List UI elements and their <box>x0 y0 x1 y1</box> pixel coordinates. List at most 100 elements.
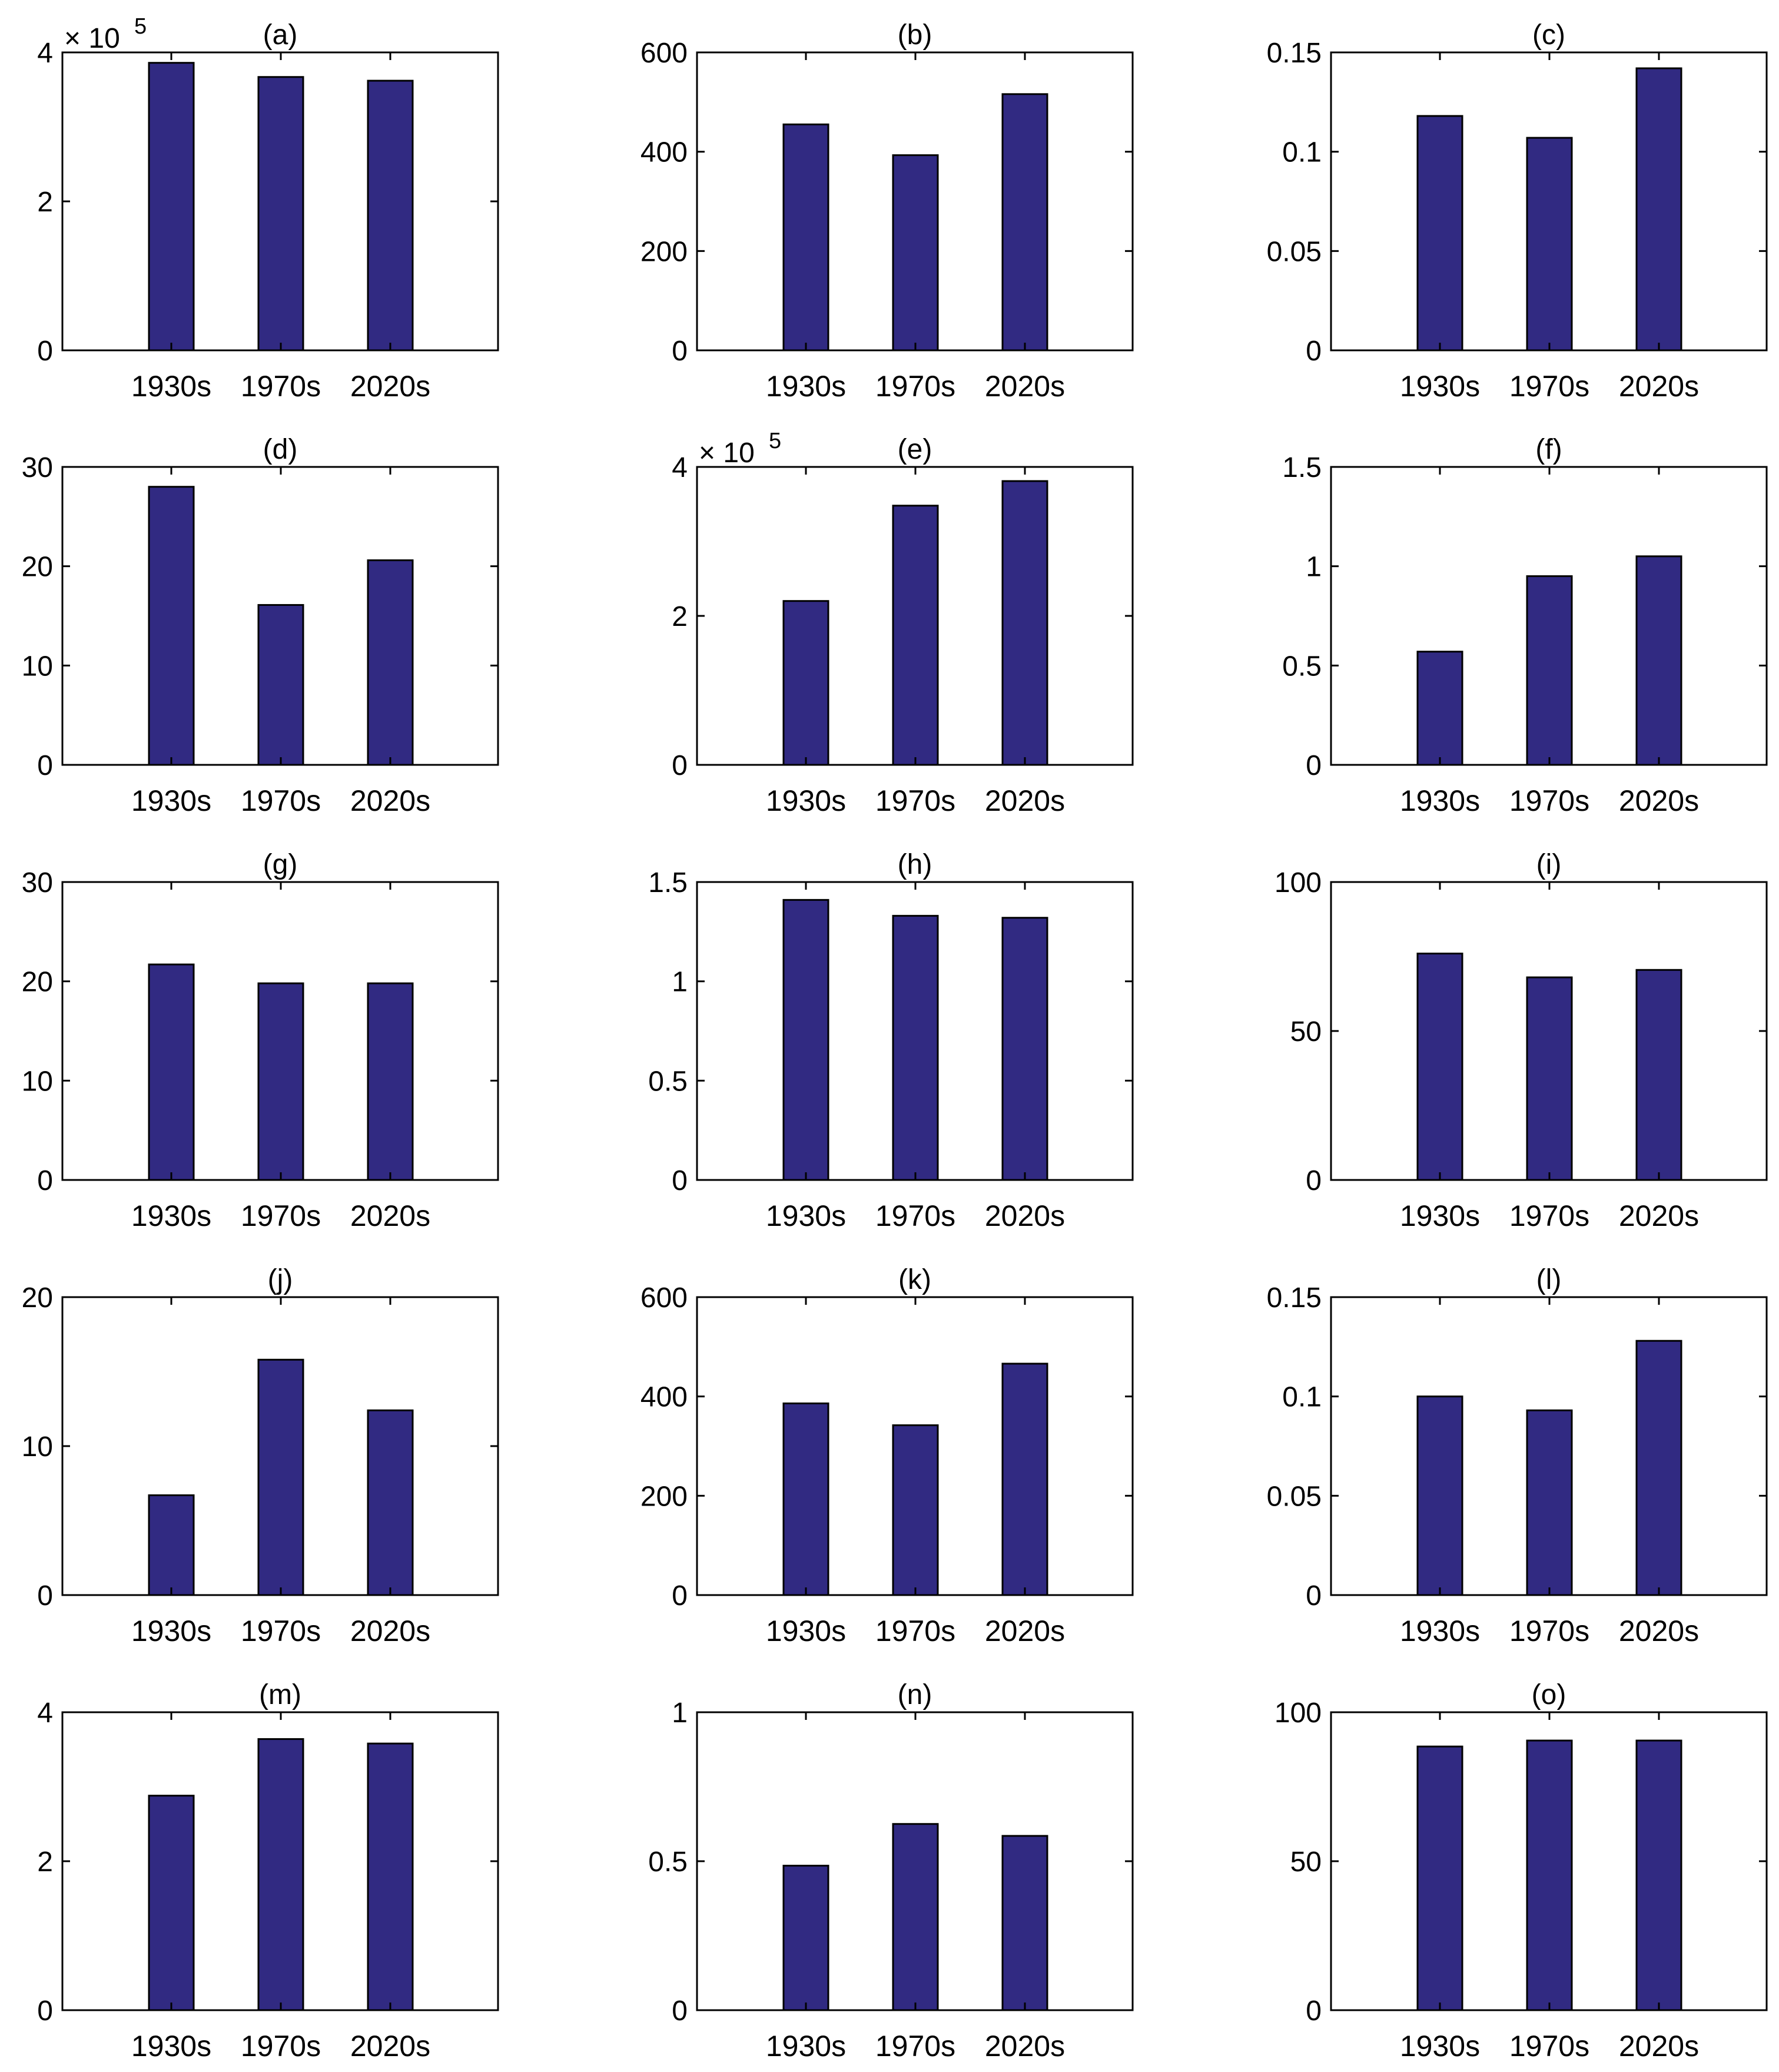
x-tick-label: 2020s <box>1619 370 1699 403</box>
bar-1930s <box>782 600 829 766</box>
bar-1970s <box>892 1823 939 2011</box>
bar-2020s <box>1001 480 1048 766</box>
bar-1970s <box>257 982 304 1181</box>
x-tick-label: 1930s <box>766 784 846 817</box>
x-tick-label: 1930s <box>131 784 211 817</box>
bar-2020s <box>1001 93 1048 352</box>
x-tick-label: 1970s <box>875 1199 955 1232</box>
y-tick-label: 0 <box>37 1995 53 2027</box>
y-tick-label: 600 <box>640 38 688 69</box>
axis-box <box>696 466 1134 766</box>
y-tick-label: 1.5 <box>1282 452 1322 483</box>
x-tick-label: 1970s <box>1509 1199 1589 1232</box>
panel-c: (c) 0 0.05 0.1 0.15 1930s 1970s 2020s <box>1267 19 1768 403</box>
x-tick-label: 1970s <box>241 370 321 403</box>
y-tick-label: 50 <box>1290 1846 1322 1878</box>
x-tick-label: 1970s <box>1509 2030 1589 2063</box>
bar-2020s <box>1001 917 1048 1181</box>
y-tick-label: 30 <box>22 867 53 899</box>
panel-title: (b) <box>898 19 932 51</box>
y-tick-label: 0 <box>1306 1995 1322 2027</box>
y-tick-label: 20 <box>22 552 53 583</box>
panel-g: (g) 0 10 20 30 1930s 1970s 2020s <box>22 849 499 1232</box>
x-tick-label: 1970s <box>1509 1614 1589 1647</box>
bar-2020s <box>1635 1340 1682 1596</box>
bar-2020s <box>1635 969 1682 1181</box>
y-tick-label: 20 <box>22 967 53 998</box>
x-tick-label: 1930s <box>766 2030 846 2063</box>
x-tick-label: 2020s <box>350 784 430 817</box>
y-tick-label: 0.05 <box>1267 236 1322 267</box>
bar-1970s <box>257 1358 304 1596</box>
x-tick-label: 1970s <box>1509 784 1589 817</box>
panel-a: (a) 0 2 4 1930s 1970s 2020s × 10 5 <box>37 14 499 403</box>
y-tick-label: 0.05 <box>1267 1481 1322 1512</box>
bar-2020s <box>367 79 414 352</box>
y-tick-label: 4 <box>37 1698 53 1729</box>
y-tick-label: 200 <box>640 1481 688 1512</box>
x-tick-label: 2020s <box>985 1614 1065 1647</box>
x-tick-label: 1930s <box>1400 2030 1480 2063</box>
bar-1970s <box>1526 1739 1573 2011</box>
axis-box <box>1330 51 1768 352</box>
bar-1930s <box>148 486 195 766</box>
panel-title: (e) <box>898 434 932 465</box>
panel-f: (f) 0 0.5 1 1.5 1930s 1970s 2020s <box>1282 434 1768 817</box>
x-tick-label: 2020s <box>350 370 430 403</box>
panel-b: (b) 0 200 400 600 1930s 1970s 2020s <box>640 19 1134 403</box>
y-tick-label: 30 <box>22 452 53 483</box>
x-tick-label: 1930s <box>1400 1199 1480 1232</box>
x-tick-label: 2020s <box>985 784 1065 817</box>
panel-j: (j) 0 10 20 1930s 1970s 2020s <box>22 1264 499 1647</box>
y-tick-label: 50 <box>1290 1016 1322 1047</box>
x-tick-label: 1970s <box>241 2030 321 2063</box>
bar-1930s <box>148 62 195 352</box>
panel-title: (d) <box>263 434 298 465</box>
exponent-multiplier: × 10 <box>699 437 755 469</box>
y-tick-label: 200 <box>640 236 688 267</box>
bar-2020s <box>1635 555 1682 766</box>
bar-1970s <box>892 154 939 352</box>
panel-n: (n) 0 0.5 1 1930s 1970s 2020s <box>648 1679 1134 2063</box>
panel-title: (g) <box>263 849 298 880</box>
bar-1970s <box>1526 575 1573 766</box>
y-tick-label: 4 <box>672 452 688 483</box>
y-tick-label: 1 <box>1306 552 1322 583</box>
x-tick-label: 2020s <box>985 370 1065 403</box>
bar-2020s <box>1635 67 1682 352</box>
axis-box <box>1330 881 1768 1181</box>
exponent-power: 5 <box>769 429 781 453</box>
panel-title: (h) <box>898 849 932 880</box>
x-tick-label: 2020s <box>1619 1199 1699 1232</box>
bar-1970s <box>1526 137 1573 352</box>
bar-1930s <box>148 1795 195 2011</box>
y-tick-label: 10 <box>22 1066 53 1097</box>
x-tick-label: 1970s <box>241 1614 321 1647</box>
y-tick-label: 0.5 <box>648 1066 688 1097</box>
panel-k: (k) 0 200 400 600 1930s 1970s 2020s <box>640 1264 1134 1647</box>
x-tick-label: 1970s <box>875 2030 955 2063</box>
x-tick-label: 2020s <box>985 1199 1065 1232</box>
y-tick-label: 0 <box>672 336 688 367</box>
x-tick-label: 2020s <box>1619 1614 1699 1647</box>
bar-1930s <box>148 963 195 1181</box>
panel-title: (l) <box>1536 1264 1562 1295</box>
x-tick-label: 1930s <box>766 1199 846 1232</box>
bar-1930s <box>1416 115 1463 352</box>
x-tick-label: 1970s <box>241 1199 321 1232</box>
x-tick-label: 2020s <box>1619 784 1699 817</box>
bar-1930s <box>148 1494 195 1596</box>
panel-title: (f) <box>1535 434 1562 465</box>
x-tick-label: 1930s <box>131 1199 211 1232</box>
axis-box <box>1330 1711 1768 2011</box>
panel-title: (n) <box>898 1679 932 1710</box>
bar-1930s <box>1416 651 1463 766</box>
bar-1970s <box>257 604 304 766</box>
axis-box <box>696 881 1134 1181</box>
x-tick-label: 2020s <box>985 2030 1065 2063</box>
bar-2020s <box>1001 1362 1048 1596</box>
bar-1930s <box>782 899 829 1181</box>
axis-box <box>696 1296 1134 1596</box>
y-tick-label: 20 <box>22 1282 53 1314</box>
